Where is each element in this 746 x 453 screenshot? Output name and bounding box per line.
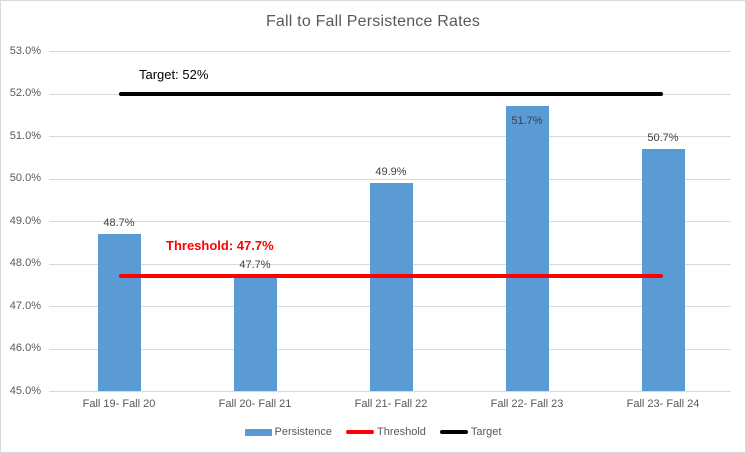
legend-persistence-swatch-icon — [244, 428, 272, 436]
bar-data-label: 49.9% — [375, 165, 407, 178]
y-axis-tick-label: 53.0% — [9, 44, 41, 57]
threshold-annotation-label: Threshold: 47.7% — [166, 238, 274, 253]
bar-data-label: 48.7% — [103, 216, 135, 229]
legend-target-line-icon — [439, 430, 468, 434]
x-axis-category-label: Fall 21- Fall 22 — [354, 398, 428, 410]
x-axis-category-label: Fall 22- Fall 23 — [490, 398, 564, 410]
x-axis-category-label: Fall 20- Fall 21 — [218, 398, 292, 410]
gridline — [49, 178, 731, 180]
gridline — [49, 136, 731, 137]
y-axis-tick-label: 48.0% — [9, 257, 41, 269]
y-axis-tick-label: 52.0% — [9, 87, 41, 99]
target-line — [119, 91, 663, 96]
bar-data-label: 50.7% — [647, 131, 679, 144]
persistence-bar — [97, 233, 141, 391]
bar-data-label: 51.7% — [511, 115, 543, 128]
persistence-bar — [233, 276, 277, 391]
target-annotation-label: Target: 52% — [139, 67, 209, 82]
y-axis-tick-label: 46.0% — [9, 342, 41, 354]
legend-label: Threshold — [376, 426, 426, 438]
legend-item-persistence: Persistence — [244, 426, 332, 438]
persistence-bar — [369, 182, 413, 391]
threshold-line — [119, 274, 663, 279]
persistence-bar — [505, 106, 549, 391]
y-axis-tick-label: 47.0% — [9, 299, 41, 312]
y-axis-tick-label: 50.0% — [9, 172, 41, 184]
legend-item-target: Target — [439, 426, 502, 438]
legend-item-threshold: Threshold — [345, 426, 426, 438]
x-axis-category-label: Fall 19- Fall 20 — [82, 398, 156, 410]
legend: Persistence Threshold Target — [1, 424, 745, 440]
y-axis-tick-label: 45.0% — [9, 384, 41, 397]
bar-data-label: 47.7% — [239, 259, 271, 272]
y-axis-tick-label: 49.0% — [9, 214, 41, 227]
gridline — [49, 51, 731, 52]
legend-threshold-line-icon — [345, 430, 374, 434]
legend-label: Persistence — [274, 426, 332, 438]
chart-title: Fall to Fall Persistence Rates — [265, 13, 481, 30]
persistence-bar — [641, 148, 685, 391]
gridline — [49, 391, 731, 392]
y-axis-tick-label: 51.0% — [9, 129, 41, 142]
legend-label: Target — [470, 426, 502, 438]
x-axis-category-label: Fall 23- Fall 24 — [626, 398, 700, 410]
